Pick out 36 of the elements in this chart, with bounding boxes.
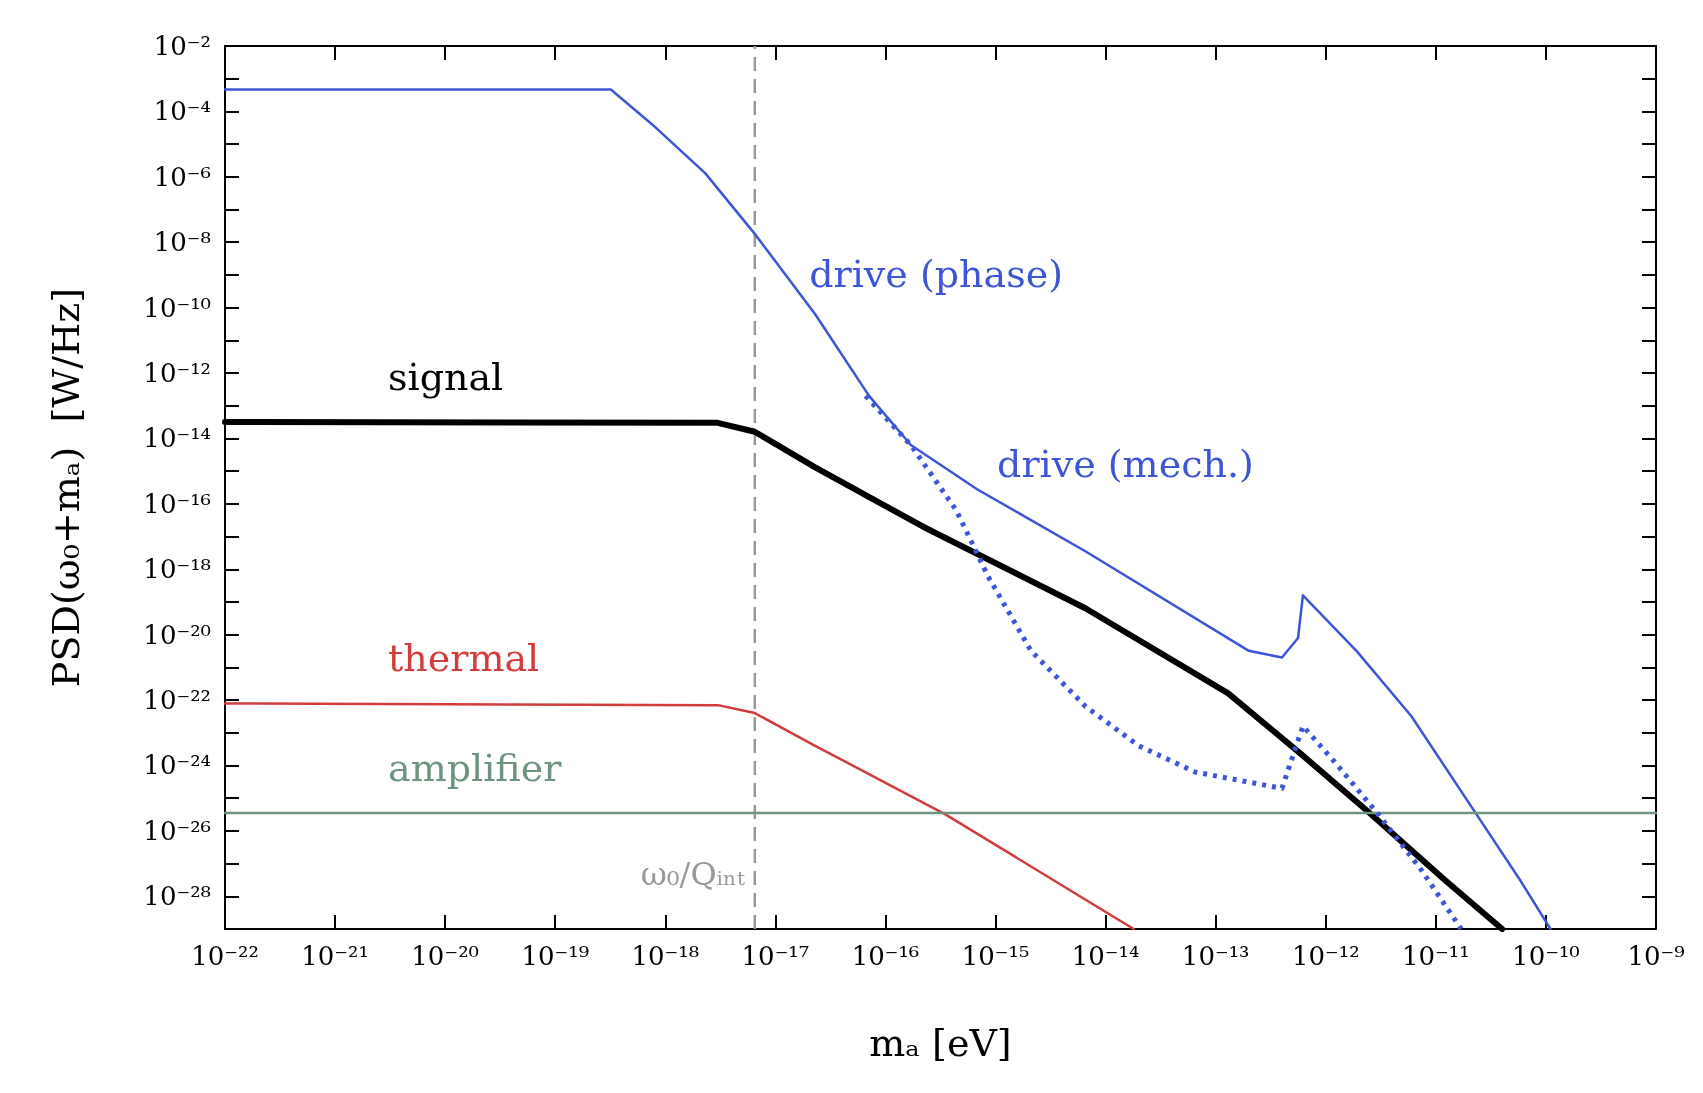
- y-axis-title: PSD(ω₀+mₐ) [W/Hz]: [44, 287, 88, 688]
- y-tick-label: 10⁻¹⁰: [143, 292, 211, 323]
- y-tick-label: 10⁻⁶: [153, 161, 211, 192]
- x-tick-label: 10⁻¹⁹: [521, 941, 590, 971]
- y-tick-label: 10⁻²: [153, 31, 211, 61]
- y-tick-label: 10⁻²²: [143, 685, 211, 716]
- y-tick-label: 10⁻²⁰: [143, 619, 211, 650]
- y-tick-label: 10⁻¹⁴: [143, 423, 211, 454]
- y-tick-label: 10⁻⁸: [153, 227, 211, 258]
- y-tick-label: 10⁻¹²: [143, 358, 211, 389]
- x-tick-label: 10⁻²⁰: [411, 941, 479, 971]
- y-tick-label: 10⁻⁴: [153, 96, 211, 127]
- x-tick-label: 10⁻¹²: [1291, 941, 1360, 971]
- series-label: amplifier: [388, 746, 563, 791]
- annotation: drive (mech.): [997, 442, 1254, 487]
- y-tick-label: 10⁻¹⁶: [143, 488, 211, 519]
- y-tick-label: 10⁻²⁴: [143, 750, 211, 781]
- x-tick-label: 10⁻¹⁵: [961, 941, 1030, 971]
- x-tick-label: 10⁻¹⁶: [851, 941, 920, 971]
- x-tick-label: 10⁻²¹: [301, 941, 369, 971]
- x-tick-label: 10⁻¹⁸: [631, 941, 700, 971]
- x-tick-label: 10⁻⁹: [1627, 941, 1685, 971]
- y-tick-label: 10⁻²⁸: [143, 881, 211, 912]
- x-axis-title: mₐ [eV]: [869, 1021, 1012, 1065]
- y-tick-label: 10⁻¹⁸: [143, 554, 211, 585]
- x-tick-label: 10⁻²²: [191, 941, 259, 971]
- annotation: drive (phase): [809, 252, 1063, 297]
- x-tick-label: 10⁻¹¹: [1402, 941, 1470, 971]
- x-tick-label: 10⁻¹⁴: [1071, 941, 1140, 971]
- x-tick-label: 10⁻¹⁰: [1512, 941, 1580, 971]
- x-tick-label: 10⁻¹³: [1181, 941, 1250, 971]
- x-tick-label: 10⁻¹⁷: [741, 941, 810, 971]
- series-label: signal: [388, 354, 504, 399]
- series-label: thermal: [388, 636, 540, 681]
- y-tick-label: 10⁻²⁶: [143, 815, 211, 846]
- ref-line-label: ω₀/Qᵢₙₜ: [640, 855, 745, 893]
